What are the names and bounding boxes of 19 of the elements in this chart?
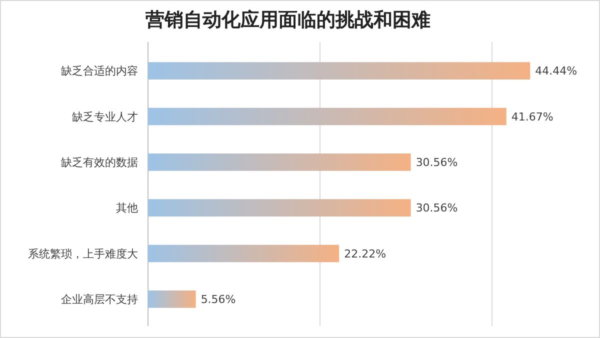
y-tick-label: 缺乏有效的数据 <box>61 156 138 170</box>
data-label: 22.22% <box>344 247 386 260</box>
bar <box>148 108 506 126</box>
data-label: 30.56% <box>416 202 458 215</box>
chart-title: 营销自动化应用面临的挑战和困难 <box>144 9 430 31</box>
y-tick-label: 企业高层不支持 <box>61 293 138 306</box>
y-tick-label: 其他 <box>116 202 138 215</box>
data-label: 41.67% <box>511 110 554 124</box>
y-tick-label: 缺乏合适的内容 <box>61 64 138 78</box>
data-label: 5.56% <box>200 293 236 306</box>
bar <box>148 153 411 171</box>
y-tick-label: 系统繁琐，上手难度大 <box>28 247 138 260</box>
bar <box>148 290 196 308</box>
bar <box>148 62 530 80</box>
data-label: 30.56% <box>416 156 458 170</box>
bar <box>148 244 340 262</box>
data-label: 44.44% <box>535 64 578 78</box>
bar <box>148 199 411 217</box>
y-tick-label: 缺乏专业人才 <box>72 110 138 124</box>
